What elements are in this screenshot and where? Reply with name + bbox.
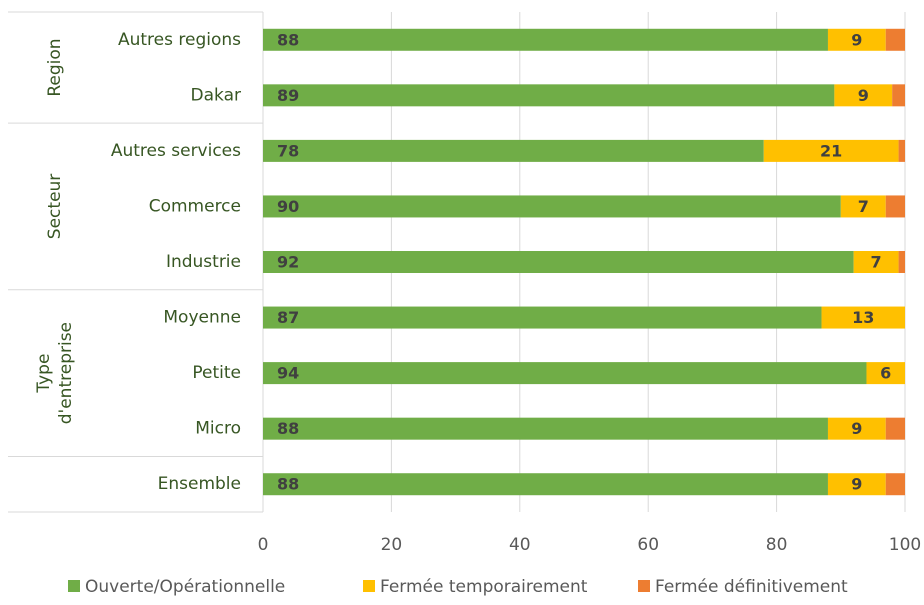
bar-segment bbox=[898, 251, 905, 273]
legend-swatch bbox=[68, 580, 80, 592]
group-label-line: Type bbox=[34, 354, 54, 394]
bar-segment bbox=[263, 84, 835, 107]
bar-segment bbox=[263, 362, 867, 385]
group-label-line: d'entreprise bbox=[56, 322, 76, 424]
group-label: Secteur bbox=[45, 174, 65, 240]
bar-segment bbox=[885, 473, 905, 496]
bar-segment bbox=[885, 195, 905, 218]
data-label: 9 bbox=[851, 475, 862, 494]
legend-swatch bbox=[363, 580, 375, 592]
legend-label: Fermée temporairement bbox=[380, 577, 588, 597]
y-tick-label: Moyenne bbox=[163, 308, 241, 328]
y-tick-label: Dakar bbox=[191, 85, 241, 105]
bar-segment bbox=[763, 139, 899, 162]
y-tick-label: Autres regions bbox=[118, 30, 241, 50]
bar-segment bbox=[898, 139, 905, 162]
data-label: 9 bbox=[851, 30, 862, 49]
bar-segment bbox=[892, 84, 905, 107]
data-label: 6 bbox=[880, 364, 891, 383]
data-label: 87 bbox=[277, 308, 299, 327]
y-tick-label: Commerce bbox=[149, 196, 241, 216]
bar-segment bbox=[263, 306, 822, 329]
bar-segment bbox=[866, 362, 905, 385]
bar-segment bbox=[827, 28, 886, 51]
bar-segment bbox=[827, 417, 886, 440]
data-label: 94 bbox=[277, 364, 299, 383]
legend-label: Fermée définitivement bbox=[655, 577, 848, 597]
data-label: 9 bbox=[858, 86, 869, 105]
data-label: 92 bbox=[277, 253, 299, 272]
data-label: 90 bbox=[277, 197, 299, 216]
data-label: 78 bbox=[277, 141, 299, 160]
data-label: 88 bbox=[277, 475, 299, 494]
x-tick-label: 20 bbox=[381, 535, 403, 555]
y-tick-label: Petite bbox=[192, 363, 241, 383]
bar-segment bbox=[263, 28, 828, 51]
bar-segment bbox=[263, 417, 828, 440]
bar-segment bbox=[263, 251, 854, 273]
bar-segment bbox=[821, 306, 905, 329]
y-tick-label: Industrie bbox=[166, 252, 241, 272]
bar-segment bbox=[885, 417, 905, 440]
data-label: 21 bbox=[820, 141, 842, 160]
bar-segment bbox=[840, 195, 886, 218]
y-tick-label: Micro bbox=[195, 419, 241, 439]
data-label: 88 bbox=[277, 30, 299, 49]
y-tick-label: Autres services bbox=[111, 141, 241, 161]
group-label-line: Region bbox=[45, 38, 65, 96]
data-label: 7 bbox=[858, 197, 869, 216]
bar-segment bbox=[263, 139, 764, 162]
x-tick-label: 60 bbox=[637, 535, 659, 555]
y-tick-label: Ensemble bbox=[158, 474, 241, 494]
x-tick-label: 0 bbox=[258, 535, 269, 555]
bar-segment bbox=[263, 473, 828, 496]
x-tick-label: 100 bbox=[889, 535, 921, 555]
legend-swatch bbox=[638, 580, 650, 592]
bar-segment bbox=[834, 84, 893, 107]
data-label: 9 bbox=[851, 419, 862, 438]
group-label: Region bbox=[45, 38, 65, 96]
bar-segment bbox=[263, 195, 841, 218]
x-tick-label: 40 bbox=[509, 535, 531, 555]
group-label-line: Secteur bbox=[45, 174, 65, 240]
x-tick-label: 80 bbox=[766, 535, 788, 555]
bar-segment bbox=[885, 28, 905, 51]
bar-segment bbox=[827, 473, 886, 496]
data-label: 13 bbox=[852, 308, 874, 327]
bar-segment bbox=[853, 251, 899, 273]
data-label: 88 bbox=[277, 419, 299, 438]
data-label: 7 bbox=[871, 253, 882, 272]
legend-label: Ouverte/Opérationnelle bbox=[85, 577, 285, 597]
data-label: 89 bbox=[277, 86, 299, 105]
group-label: Type d'entreprise bbox=[34, 322, 76, 424]
